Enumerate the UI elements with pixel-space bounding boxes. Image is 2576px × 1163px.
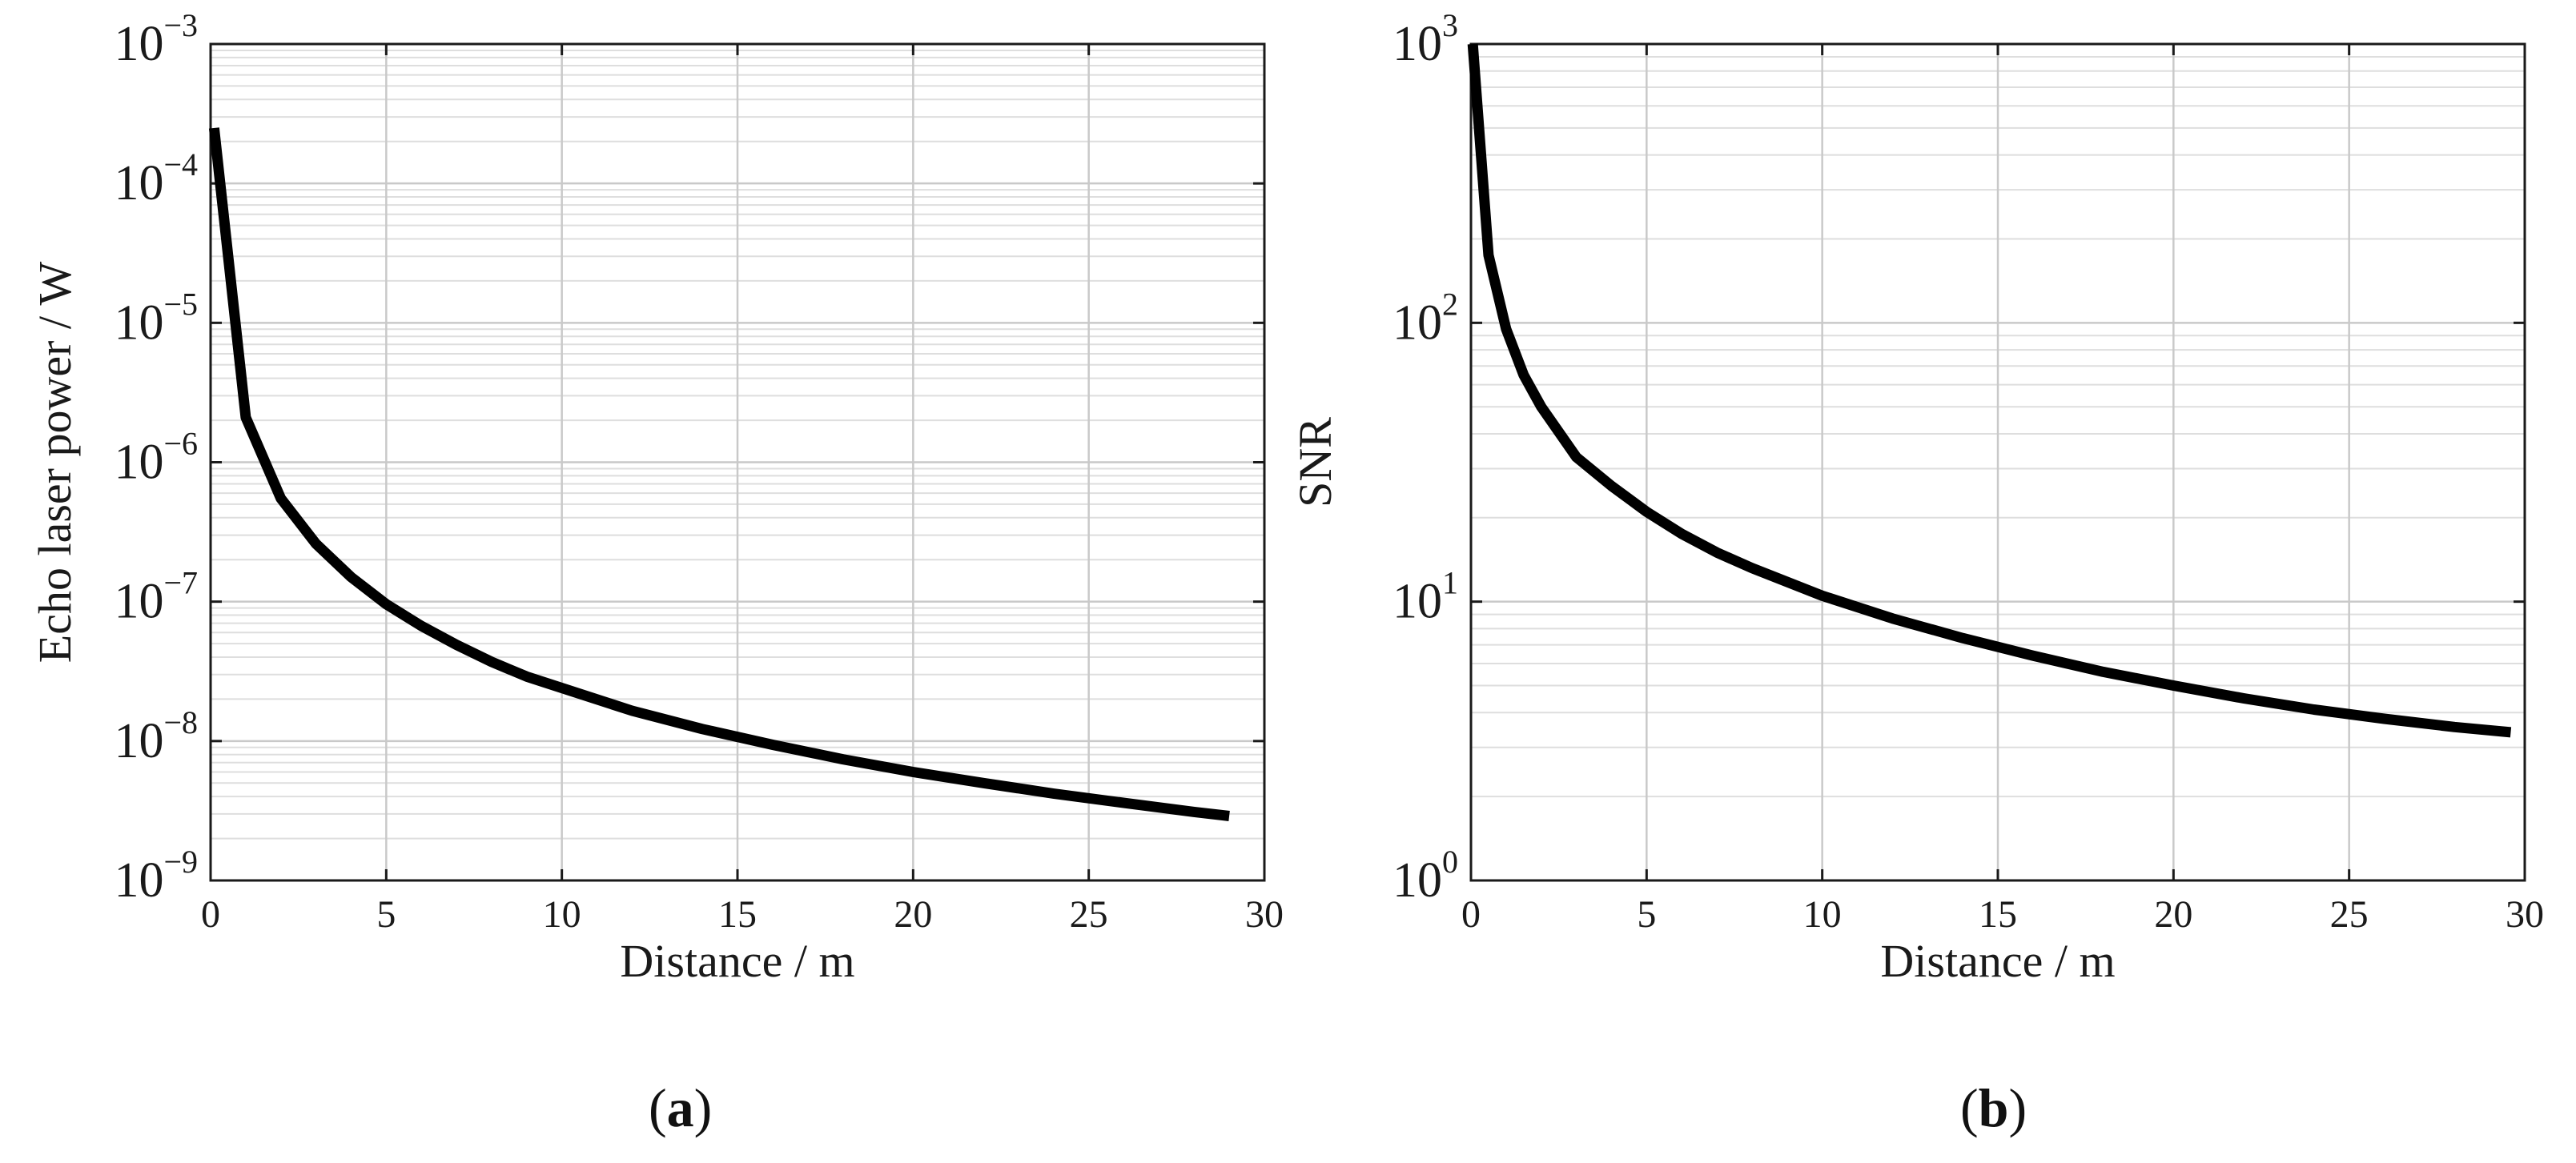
panel-label-a-letter: a — [666, 1077, 694, 1138]
x-tick-label-a: 20 — [894, 893, 932, 936]
chart-a: 0 5 10 15 20 25 30 10−9 10−8 10−7 10−6 10−5 10−4 10−3… — [29, 7, 1284, 987]
chart-b: 0 5 10 15 20 25 30 100 101 102 103 Distance / m SNR — [1289, 7, 2544, 987]
panel-label-b: (b) — [1960, 1077, 2027, 1138]
y-axis-label-b: SNR — [1289, 417, 1341, 507]
x-tick-label-b: 5 — [1637, 893, 1656, 936]
x-tick-label-a: 15 — [718, 893, 757, 936]
x-tick-label-a: 5 — [376, 893, 396, 936]
data-line-a-0 — [208, 127, 1230, 821]
y-tick-label-b: 102 — [1392, 286, 1458, 350]
y-tick-label-b: 100 — [1392, 844, 1458, 908]
panel-label-b-letter: b — [1978, 1077, 2009, 1138]
y-axis-label-a: Echo laser power / W — [29, 262, 81, 664]
x-axis-label-a: Distance / m — [620, 935, 854, 987]
x-tick-label-b: 25 — [2330, 893, 2369, 936]
x-tick-label-b: 0 — [1461, 893, 1481, 936]
y-tick-label-a: 10−7 — [114, 565, 198, 629]
y-tick-label-a: 10−8 — [114, 704, 198, 768]
y-tick-label-a: 10−5 — [114, 286, 198, 350]
x-tick-label-a: 0 — [201, 893, 220, 936]
x-tick-label-a: 10 — [543, 893, 581, 936]
y-tick-label-a: 10−3 — [114, 7, 198, 71]
y-tick-label-a: 10−9 — [114, 844, 198, 908]
x-tick-label-b: 30 — [2506, 893, 2544, 936]
x-tick-label-a: 25 — [1070, 893, 1108, 936]
y-tick-label-b: 101 — [1392, 565, 1458, 629]
panel-label-a: (a) — [649, 1077, 713, 1138]
x-tick-label-b: 10 — [1803, 893, 1842, 936]
y-tick-label-b: 103 — [1392, 7, 1458, 71]
y-tick-label-a: 10−6 — [114, 426, 198, 490]
y-tick-label-a: 10−4 — [114, 146, 198, 211]
data-line-b-0 — [1467, 43, 2512, 738]
x-tick-label-a: 30 — [1245, 893, 1284, 936]
x-tick-label-b: 20 — [2154, 893, 2192, 936]
x-tick-label-b: 15 — [1979, 893, 2017, 936]
x-axis-label-b: Distance / m — [1880, 935, 2115, 987]
